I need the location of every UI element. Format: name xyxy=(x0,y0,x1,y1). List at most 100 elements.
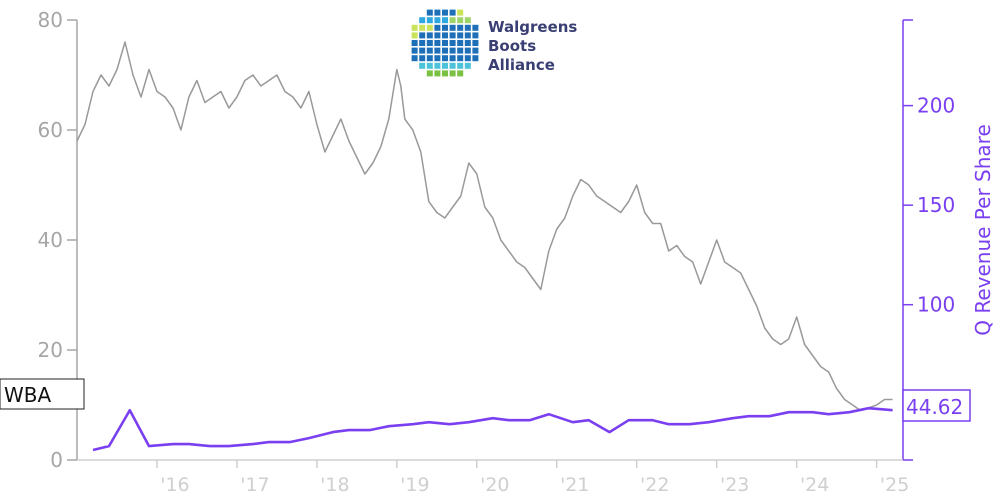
logo-text-line1: Walgreens xyxy=(488,18,577,36)
logo-tile xyxy=(426,47,433,54)
right-tick-label: 200 xyxy=(917,94,955,118)
logo-tile xyxy=(464,24,471,31)
logo-tile xyxy=(449,24,456,31)
left-tick-label: 20 xyxy=(38,338,63,362)
logo-tile xyxy=(449,55,456,62)
logo-tile xyxy=(464,32,471,39)
right-tick-label: 100 xyxy=(917,293,955,317)
logo-tile xyxy=(449,17,456,24)
logo-text-line2: Boots xyxy=(488,37,536,55)
axes: 0 20 40 60 80 100 150 200 '16 '17 '18 '19 '20 '21 '22 '… xyxy=(38,8,956,496)
left-tick-label: 40 xyxy=(38,228,63,252)
logo-tile xyxy=(426,62,433,69)
ticker-label-box: WBA xyxy=(0,378,85,410)
logo-tile xyxy=(419,55,426,62)
logo-tile xyxy=(442,17,448,24)
logo-tile xyxy=(434,70,441,77)
logo-tile xyxy=(434,24,441,31)
series-lines xyxy=(76,41,893,452)
left-tick-label: 80 xyxy=(38,8,63,32)
x-tick-label: '19 xyxy=(400,474,429,496)
x-tick-label: '25 xyxy=(880,474,909,496)
right-axis-label: Q Revenue Per Share xyxy=(971,124,995,336)
logo-tile xyxy=(442,32,448,39)
logo-tile xyxy=(419,17,426,24)
logo-tile xyxy=(457,70,464,77)
x-tick-label: '22 xyxy=(640,474,669,496)
logo-tile xyxy=(472,47,479,54)
logo-text-line3: Alliance xyxy=(488,56,555,74)
logo-tile xyxy=(472,40,479,46)
logo-tile xyxy=(449,9,456,16)
logo-tile xyxy=(457,24,464,31)
logo-tile xyxy=(419,47,426,54)
logo-tile xyxy=(419,24,426,31)
logo-tile xyxy=(464,47,471,54)
logo-tile xyxy=(442,62,448,69)
ticker-label-text: WBA xyxy=(4,383,51,407)
last-value-text: 44.62 xyxy=(906,395,963,419)
logo-tile xyxy=(457,55,464,62)
x-tick-label: '21 xyxy=(560,474,589,496)
revenue-per-share-line xyxy=(92,406,893,452)
logo-tile xyxy=(457,40,464,46)
logo-tile xyxy=(426,17,433,24)
logo-tile xyxy=(449,70,456,77)
logo-globe-icon xyxy=(411,9,479,77)
logo-tile xyxy=(464,17,471,24)
logo-tile xyxy=(434,9,441,16)
x-tick-label: '24 xyxy=(800,474,829,496)
logo-tile xyxy=(442,55,448,62)
logo-tile xyxy=(434,55,441,62)
x-tick-label: '16 xyxy=(160,474,189,496)
logo-tile xyxy=(457,9,464,16)
logo-tile xyxy=(419,32,426,39)
logo-tile xyxy=(442,70,448,77)
logo-tile xyxy=(411,47,418,54)
logo-tile xyxy=(472,24,479,31)
logo-tile xyxy=(442,9,448,16)
logo-tile xyxy=(434,40,441,46)
left-tick-label: 0 xyxy=(50,448,63,472)
logo-tile xyxy=(419,62,426,69)
logo-tile xyxy=(434,47,441,54)
logo-tile xyxy=(411,24,418,31)
logo-tile xyxy=(457,47,464,54)
last-value-box: 44.62 xyxy=(902,389,971,422)
left-tick-label: 60 xyxy=(38,118,63,142)
logo-tile xyxy=(464,62,471,69)
logo-tile xyxy=(472,32,479,39)
x-tick-label: '17 xyxy=(240,474,269,496)
logo-tile xyxy=(457,62,464,69)
logo-tile xyxy=(434,32,441,39)
x-tick-label: '23 xyxy=(720,474,749,496)
logo-tile xyxy=(426,55,433,62)
stock-price-line xyxy=(76,41,893,412)
logo-tile xyxy=(464,40,471,46)
logo-tile xyxy=(449,32,456,39)
walgreens-boots-alliance-logo: Walgreens Boots Alliance xyxy=(411,9,577,77)
logo-tile xyxy=(472,55,479,62)
logo-tile xyxy=(449,47,456,54)
logo-tile xyxy=(426,24,433,31)
logo-tile xyxy=(457,17,464,24)
logo-tile xyxy=(442,40,448,46)
logo-tile xyxy=(449,62,456,69)
logo-tile xyxy=(426,32,433,39)
logo-tile xyxy=(426,40,433,46)
x-tick-label: '18 xyxy=(320,474,349,496)
logo-tile xyxy=(442,24,448,31)
logo-tile xyxy=(434,17,441,24)
logo-tile xyxy=(411,40,418,46)
logo-tile xyxy=(426,9,433,16)
x-tick-label: '20 xyxy=(480,474,509,496)
logo-tile xyxy=(442,47,448,54)
logo-tile xyxy=(464,55,471,62)
right-tick-label: 150 xyxy=(917,193,955,217)
logo-tile xyxy=(411,32,418,39)
logo-tile xyxy=(411,55,418,62)
logo-tile xyxy=(426,70,433,77)
logo-tile xyxy=(434,62,441,69)
logo-tile xyxy=(457,32,464,39)
